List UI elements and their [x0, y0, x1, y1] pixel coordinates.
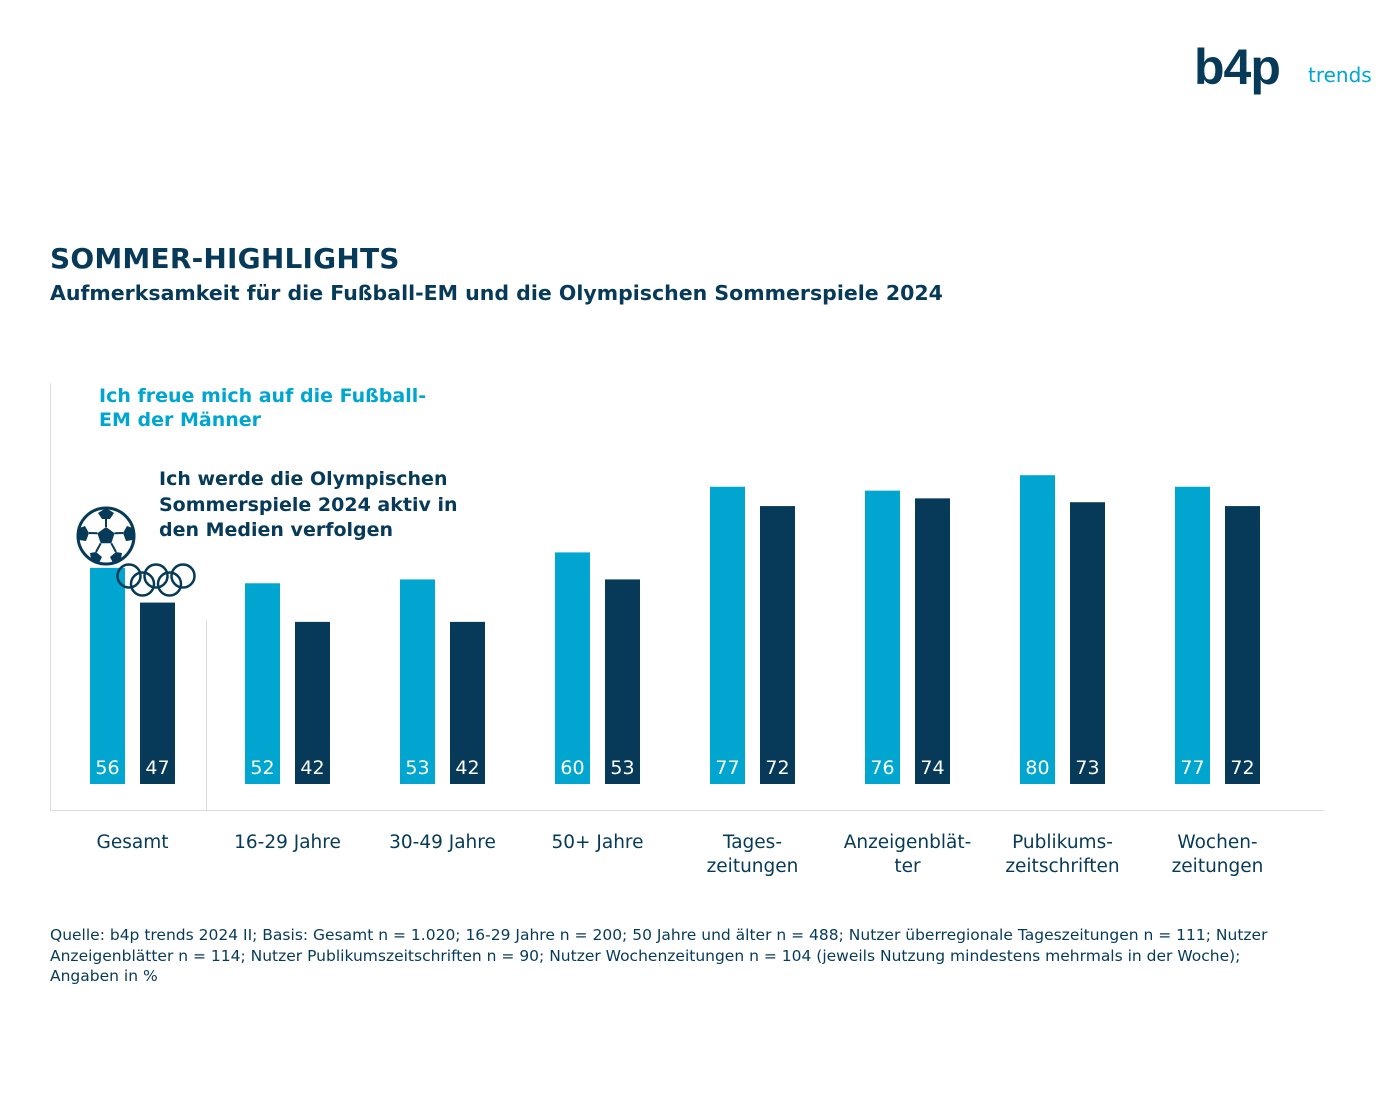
category-label-7: Wochen-zeitungen: [1172, 832, 1264, 877]
data-label-em-4: 77: [715, 757, 739, 779]
data-label-olympia-1: 42: [300, 757, 324, 779]
bar-em-4: [710, 486, 745, 784]
data-label-em-0: 56: [95, 757, 119, 779]
data-label-em-2: 53: [405, 757, 429, 779]
bars-group: [90, 475, 1260, 784]
soccer-ball-icon: [76, 506, 136, 566]
category-label-3: 50+ Jahre: [551, 832, 643, 853]
logo-suffix: trends: [1308, 63, 1372, 87]
data-label-olympia-4: 72: [765, 757, 789, 779]
legend-em: Ich freue mich auf die Fußball-EM der Mä…: [99, 385, 427, 431]
b4p-trends-logo: b4p trends: [1194, 39, 1372, 95]
page-title: SOMMER-HIGHLIGHTS: [50, 242, 400, 275]
data-label-olympia-5: 74: [920, 757, 944, 779]
data-label-olympia-6: 73: [1075, 757, 1099, 779]
bar-em-2: [400, 579, 435, 784]
bar-em-1: [245, 583, 280, 784]
data-label-em-1: 52: [250, 757, 274, 779]
bar-em-5: [865, 490, 900, 784]
data-label-em-5: 76: [870, 757, 894, 779]
bar-em-3: [555, 552, 590, 784]
bar-olympia-2: [450, 621, 485, 784]
category-label-0: Gesamt: [97, 832, 169, 853]
bar-olympia-1: [295, 621, 330, 784]
bar-em-6: [1020, 475, 1055, 784]
bar-em-0: [90, 567, 125, 784]
data-label-em-6: 80: [1025, 757, 1049, 779]
category-label-5: Anzeigenblät-ter: [844, 832, 972, 877]
data-label-em-3: 60: [560, 757, 584, 779]
bar-olympia-0: [140, 602, 175, 784]
data-label-olympia-0: 47: [145, 757, 169, 779]
category-label-4: Tages-zeitungen: [707, 832, 799, 877]
data-label-olympia-7: 72: [1230, 757, 1254, 779]
bar-olympia-4: [760, 506, 795, 784]
bar-olympia-3: [605, 579, 640, 784]
category-label-6: Publikums-zeitschriften: [1005, 832, 1119, 877]
category-labels-group: Gesamt 16-29 Jahre 30-49 Jahre 50+ Jahre Tag…: [97, 832, 1264, 877]
data-label-olympia-2: 42: [455, 757, 479, 779]
bar-olympia-5: [915, 498, 950, 784]
source-note: Quelle: b4p trends 2024 II; Basis: Gesam…: [50, 926, 1268, 985]
olympic-rings-icon: [116, 563, 196, 597]
logo-brand: b4p: [1194, 39, 1280, 95]
data-label-olympia-3: 53: [610, 757, 634, 779]
bar-olympia-6: [1070, 502, 1105, 784]
page-subtitle: Aufmerksamkeit für die Fußball-EM und di…: [50, 281, 943, 305]
data-labels-group: 56 47 52 42 53 42 60 53 77 72 76 74 80 73 77 72: [95, 757, 1254, 779]
bar-em-7: [1175, 486, 1210, 784]
legend-olympia: Ich werde die Olympischen Sommerspiele 2…: [159, 468, 458, 541]
data-label-em-7: 77: [1180, 757, 1204, 779]
bar-olympia-7: [1225, 506, 1260, 784]
category-label-2: 30-49 Jahre: [389, 832, 496, 853]
category-label-1: 16-29 Jahre: [234, 832, 341, 853]
